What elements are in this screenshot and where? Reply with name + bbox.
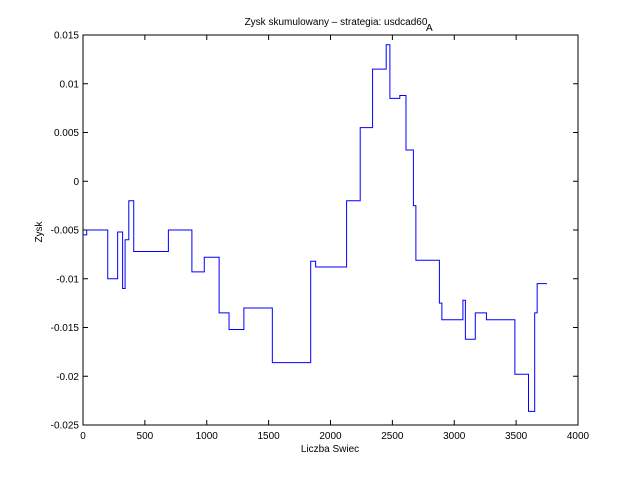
x-axis-ticks: 0 500 1000 1500 2000 2500 3000 3500 4000 [80, 35, 590, 442]
y-tick-label: 0.01 [60, 79, 80, 90]
series-line [83, 44, 548, 412]
x-tick-label: 2000 [319, 431, 342, 442]
y-tick-label: -0.02 [56, 372, 79, 383]
plot-area [82, 34, 579, 426]
x-tick-label: 500 [137, 431, 154, 442]
x-tick-label: 3500 [505, 431, 528, 442]
y-axis-label: Zysk [34, 220, 45, 242]
x-axis-label: Liczba Swiec [301, 444, 359, 455]
x-tick-label: 1000 [196, 431, 219, 442]
y-tick-label: 0.005 [54, 128, 79, 139]
y-tick-label: -0.015 [51, 323, 80, 334]
x-tick-label: 4000 [567, 431, 590, 442]
y-axis-ticks: -0.025 -0.02 -0.015 -0.01 -0.005 0 0.005 0.01 0.… [51, 31, 578, 432]
y-tick-label: -0.01 [56, 274, 79, 285]
y-tick-label: -0.005 [51, 226, 80, 237]
chart-title-subscript: A [426, 23, 433, 34]
x-tick-label: 0 [80, 431, 86, 442]
x-tick-label: 2500 [381, 431, 404, 442]
chart-title: Zysk skumulowany – strategia: usdcad60 [245, 17, 428, 28]
y-tick-label: 0 [73, 177, 79, 188]
y-tick-label: 0.015 [54, 31, 79, 42]
x-tick-label: 1500 [258, 431, 281, 442]
y-tick-label: -0.025 [51, 421, 80, 432]
x-tick-label: 3000 [443, 431, 466, 442]
